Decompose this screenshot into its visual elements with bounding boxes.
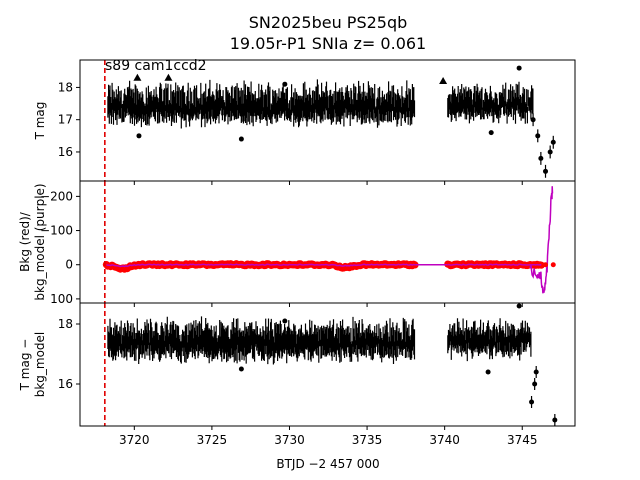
panel-3-marks	[104, 303, 558, 426]
outlier-point	[238, 136, 244, 142]
bkg-red-tail-point	[543, 262, 549, 268]
x-tick-label: 3740	[429, 433, 460, 447]
bkg-red-point	[411, 261, 419, 269]
rise-point	[547, 149, 553, 155]
x-tick-label: 3725	[197, 433, 228, 447]
outlier-point	[516, 303, 522, 309]
bkg-model-line	[106, 263, 416, 268]
rise-point	[533, 369, 539, 375]
x-tick-label: 3730	[274, 433, 305, 447]
lightcurve-errorbars	[447, 81, 534, 124]
y-tick-label: 16	[58, 145, 73, 159]
lightcurve-errorbars	[107, 79, 416, 129]
bkg-model-tail	[529, 186, 554, 294]
outlier-point	[282, 318, 288, 324]
rise-point	[550, 139, 556, 145]
y-axis-label: T mag −	[18, 339, 32, 392]
y-tick-label: 18	[58, 317, 73, 331]
y-tick-label: 16	[58, 377, 73, 391]
rise-point	[552, 417, 558, 423]
rise-point	[530, 117, 536, 123]
rise-point	[538, 155, 544, 161]
y-axis-label: T mag	[33, 102, 47, 141]
rise-point	[535, 133, 541, 139]
rise-point	[529, 399, 535, 405]
plot-layer: 16 17 18 T mag s89 cam1ccd2 100 0 −100 −200 Bkg (…	[18, 58, 576, 447]
rise-point	[532, 381, 538, 387]
y-tick-label: 18	[58, 80, 73, 94]
x-tick-label: 3745	[507, 433, 538, 447]
outlier-point	[282, 81, 288, 87]
y-tick-label: 0	[65, 258, 73, 272]
outlier-point	[485, 369, 491, 375]
upper-limit-triangle	[164, 73, 173, 81]
y-axis-label: bkg_model	[33, 332, 47, 398]
y-tick-label: −100	[40, 224, 73, 238]
x-axis-label: BTJD −2 457 000	[276, 457, 379, 471]
y-tick-label: 17	[58, 113, 73, 127]
x-tick-label: 3735	[352, 433, 383, 447]
bkg-red-tail-point	[550, 262, 556, 268]
y-tick-label: 100	[50, 292, 73, 306]
y-axis-label: Bkg (red)/	[18, 211, 32, 272]
panel-3-frame	[79, 302, 576, 427]
lightcurve-errorbars	[107, 316, 416, 365]
chart-title-line-1: SN2025beu PS25qb	[249, 13, 408, 32]
lightcurve-errorbars	[447, 318, 532, 362]
rise-point	[543, 168, 549, 174]
outlier-point	[136, 133, 142, 139]
chart-title-line-2: 19.05r-P1 SNIa z= 0.061	[230, 34, 426, 53]
outlier-point	[488, 130, 494, 136]
sector-camera-annotation: s89 cam1ccd2	[105, 58, 207, 74]
upper-limit-triangle	[133, 73, 142, 81]
panel-2-marks	[102, 181, 556, 303]
panel-1-marks	[104, 60, 556, 181]
x-tick-label: 3720	[119, 433, 150, 447]
bkg-model-line	[447, 263, 542, 266]
upper-limit-triangle	[439, 76, 448, 84]
outlier-point	[238, 366, 244, 372]
outlier-point	[516, 65, 522, 71]
y-tick-label: −200	[40, 189, 73, 203]
y-axis-label: bkg_model (purple)	[33, 183, 47, 300]
bkg-red-point	[537, 261, 545, 269]
